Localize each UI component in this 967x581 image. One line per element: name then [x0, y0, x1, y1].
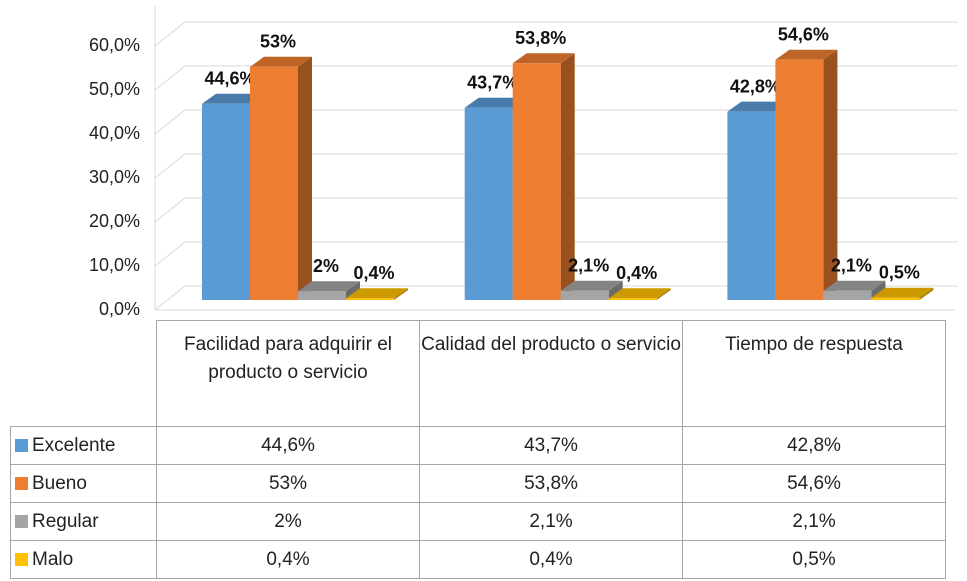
bar — [512, 63, 561, 300]
bar — [298, 291, 346, 300]
bar-side — [346, 281, 360, 300]
bar-top — [202, 93, 264, 104]
data-label: 53,8% — [515, 28, 566, 48]
bar-side — [560, 53, 575, 300]
table-cell: 54,6% — [682, 464, 946, 503]
table-row: Malo 0,4% 0,4% 0,5% — [10, 540, 946, 579]
category-label: Tiempo de respuesta — [682, 320, 946, 427]
grid-line — [154, 285, 958, 311]
table-row: Regular 2% 2,1% 2,1% — [10, 502, 946, 541]
bar-side — [919, 287, 934, 300]
legend-label: Regular — [32, 510, 99, 532]
legend-swatch — [15, 514, 28, 528]
bar — [250, 66, 298, 300]
legend-cell: Malo — [10, 540, 157, 579]
data-label: 2,1% — [568, 256, 609, 276]
grid-line — [154, 21, 958, 47]
table-row: Excelente 44,6% 43,7% 42,8% — [10, 426, 946, 465]
y-tick-label: 10,0% — [89, 255, 140, 275]
bar-side — [608, 280, 623, 300]
table-cell: 44,6% — [156, 426, 420, 465]
data-table: Facilidad para adquirir el producto o se… — [10, 320, 946, 579]
table-row: Bueno 53% 53,8% 54,6% — [10, 464, 946, 503]
table-cell: 0,4% — [156, 540, 420, 579]
bar — [608, 298, 657, 300]
data-label: 44,6% — [204, 69, 255, 89]
data-label: 2% — [313, 256, 339, 276]
bar — [775, 59, 824, 301]
y-tick-label: 60,0% — [89, 35, 140, 55]
data-label: 42,8% — [730, 76, 781, 96]
grid-line — [154, 109, 958, 135]
legend-label: Excelente — [32, 434, 116, 456]
table-cell: 43,7% — [419, 426, 683, 465]
category-label: Calidad del producto o servicio — [419, 320, 683, 427]
y-tick-label: 20,0% — [89, 211, 140, 231]
table-cell: 2,1% — [419, 502, 683, 541]
bar-top — [250, 56, 312, 67]
bar — [823, 290, 872, 300]
legend-swatch — [15, 476, 28, 490]
data-label: 2,1% — [831, 256, 872, 276]
bar — [560, 290, 609, 300]
bar-side — [298, 56, 312, 300]
y-tick-label: 30,0% — [89, 167, 140, 187]
data-label: 53% — [260, 32, 296, 52]
bar-top — [512, 53, 575, 64]
bar-top — [871, 287, 934, 298]
bar-top — [560, 280, 623, 291]
bar-top — [346, 288, 408, 299]
bar — [346, 298, 394, 300]
legend-cell: Regular — [10, 502, 157, 541]
legend-cell: Excelente — [10, 426, 157, 465]
legend-swatch — [15, 552, 28, 566]
legend-swatch — [15, 438, 28, 452]
legend-cell: Bueno — [10, 464, 157, 503]
data-label: 43,7% — [467, 72, 518, 92]
legend-label: Malo — [32, 548, 74, 570]
bar — [727, 111, 776, 301]
grid-line — [154, 197, 958, 223]
chart: 0,0%10,0%20,0%30,0%40,0%50,0%60,0%44,6%5… — [89, 6, 958, 319]
category-label: Facilidad para adquirir el producto o se… — [156, 320, 420, 427]
bar-top — [464, 97, 527, 108]
bar-top — [727, 101, 790, 112]
y-tick-label: 0,0% — [99, 299, 140, 319]
table-cell: 0,5% — [682, 540, 946, 579]
blank-cell — [10, 320, 157, 427]
bar — [202, 103, 250, 300]
y-tick-label: 40,0% — [89, 123, 140, 143]
bar-side — [823, 49, 838, 301]
data-label: 54,6% — [778, 25, 829, 45]
bar — [464, 107, 513, 300]
bar-top — [298, 281, 360, 292]
data-label: 0,5% — [879, 263, 920, 283]
grid-line — [154, 65, 958, 91]
grid-line — [154, 153, 958, 179]
bar-top — [608, 288, 671, 299]
table-cell: 2% — [156, 502, 420, 541]
legend-label: Bueno — [32, 472, 87, 494]
bar-side — [871, 280, 886, 300]
table-cell: 53% — [156, 464, 420, 503]
bar-top — [823, 280, 886, 291]
y-tick-label: 50,0% — [89, 79, 140, 99]
table-cell: 0,4% — [419, 540, 683, 579]
bar-top — [775, 49, 838, 60]
bar-side — [394, 288, 408, 300]
header-row: Facilidad para adquirir el producto o se… — [10, 320, 946, 427]
data-label: 0,4% — [353, 263, 394, 283]
table-cell: 53,8% — [419, 464, 683, 503]
table-cell: 42,8% — [682, 426, 946, 465]
data-label: 0,4% — [616, 263, 657, 283]
bar-side — [656, 288, 671, 300]
bar — [871, 297, 920, 300]
grid-line — [154, 241, 958, 267]
table-cell: 2,1% — [682, 502, 946, 541]
